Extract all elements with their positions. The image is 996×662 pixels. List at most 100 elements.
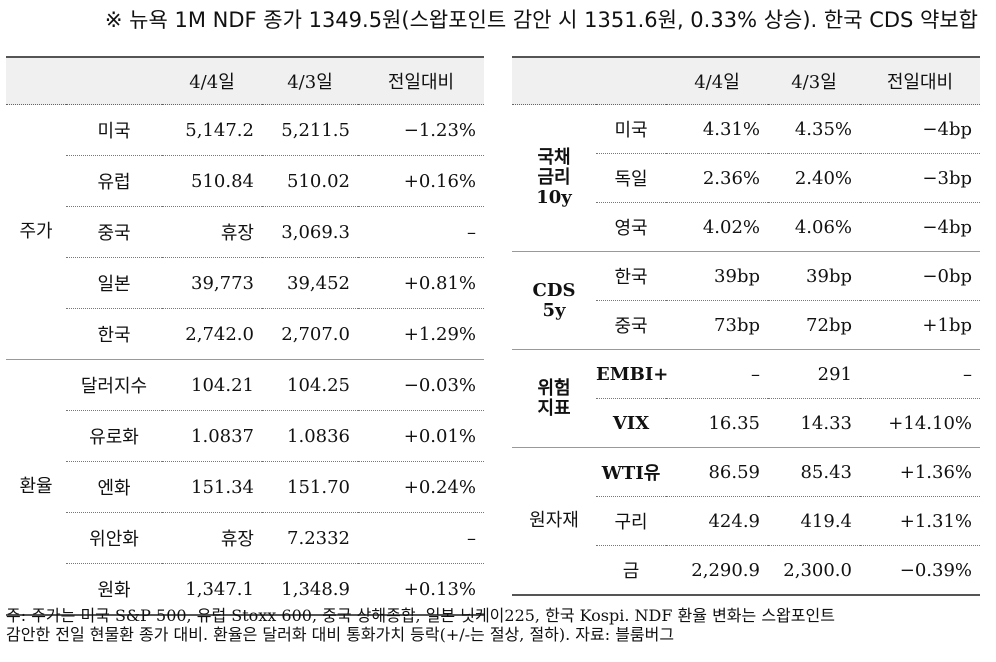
value-change: −4bp — [860, 202, 980, 252]
row-label: 영국 — [596, 202, 666, 252]
value-date2: 2.40% — [768, 153, 860, 203]
value-date2: 2,707.0 — [262, 308, 358, 360]
value-change: +14.10% — [860, 398, 980, 448]
value-change: +1.29% — [358, 308, 484, 360]
table-row: 금 2,290.9 2,300.0 −0.39% — [512, 545, 980, 596]
row-label: 중국 — [66, 206, 162, 258]
row-label: VIX — [596, 398, 666, 448]
table-row: 한국 2,742.0 2,707.0 +1.29% — [6, 308, 484, 360]
value-date1: 86.59 — [666, 447, 768, 497]
table-row: 독일 2.36% 2.40% −3bp — [512, 153, 980, 203]
row-label: 미국 — [66, 104, 162, 156]
value-date1: 4.31% — [666, 104, 768, 154]
value-date2: 7.2332 — [262, 512, 358, 564]
left-header-group — [6, 56, 66, 105]
table-row: 위안화 휴장 7.2332– — [6, 512, 484, 564]
right-header-row: 4/4일 4/3일 전일대비 — [512, 56, 980, 105]
table-row: 유로화 1.0837 1.0836 +0.01% — [6, 410, 484, 462]
value-date1: 39bp — [666, 251, 768, 301]
table-row: 엔화 151.34 151.70 +0.24% — [6, 461, 484, 513]
value-date1: 510.84 — [162, 155, 262, 207]
value-date2: 510.02 — [262, 155, 358, 207]
table-row: 주가 미국 5,147.2 5,211.5 −1.23% — [6, 104, 484, 360]
row-label: 유로화 — [66, 410, 162, 462]
value-date2: 151.70 — [262, 461, 358, 513]
value-date1: 2,290.9 — [666, 545, 768, 596]
value-change: – — [358, 512, 484, 564]
value-date1: 휴장 — [162, 512, 262, 564]
value-date1: 1.0837 — [162, 410, 262, 462]
table-row: 원자재 WTI유 86.59 85.43 +1.36% — [512, 447, 980, 596]
table-row: VIX 16.35 14.33 +14.10% — [512, 398, 980, 448]
value-change: +0.01% — [358, 410, 484, 462]
value-date2: 291 — [768, 349, 860, 399]
row-label: 중국 — [596, 300, 666, 350]
value-change: +1bp — [860, 300, 980, 350]
right-header-group — [512, 56, 596, 105]
value-date1: 151.34 — [162, 461, 262, 513]
value-date2: 2,300.0 — [768, 545, 860, 596]
value-change: −3bp — [860, 153, 980, 203]
value-change: +0.81% — [358, 257, 484, 309]
value-change: +0.13% — [358, 563, 484, 616]
row-label: 독일 — [596, 153, 666, 203]
left-header-row: 4/4일 4/3일 전일대비 — [6, 56, 484, 105]
value-date2: 1,348.9 — [262, 563, 358, 616]
footnote-line-1: 주: 주가는 미국 S&P 500, 유럽 Stoxx 600, 중국 상해종합… — [6, 606, 835, 625]
value-date1: 5,147.2 — [162, 104, 262, 156]
value-date1: – — [666, 349, 768, 399]
value-date2: 5,211.5 — [262, 104, 358, 156]
value-date1: 휴장 — [162, 206, 262, 258]
value-change: −0.39% — [860, 545, 980, 596]
value-date2: 14.33 — [768, 398, 860, 448]
group-label: 위험 지표 — [512, 349, 596, 448]
value-date1: 4.02% — [666, 202, 768, 252]
table-row: 환율 달러지수 104.21 104.25 −0.03% — [6, 359, 484, 616]
value-change: −1.23% — [358, 104, 484, 156]
row-label: 일본 — [66, 257, 162, 309]
value-date1: 73bp — [666, 300, 768, 350]
row-label: 달러지수 — [66, 359, 162, 411]
group-label: CDS 5y — [512, 251, 596, 350]
footnote: 주: 주가는 미국 S&P 500, 유럽 Stoxx 600, 중국 상해종합… — [6, 606, 976, 644]
right-header-label — [596, 56, 666, 105]
value-date2: 4.35% — [768, 104, 860, 154]
footnote-line-2: 감안한 전일 현물환 종가 대비. 환율은 달러화 대비 통화가치 등락(+/-… — [6, 625, 675, 644]
value-date2: 85.43 — [768, 447, 860, 497]
row-label: 구리 — [596, 496, 666, 546]
row-label: 엔화 — [66, 461, 162, 513]
value-date1: 424.9 — [666, 496, 768, 546]
row-label: 위안화 — [66, 512, 162, 564]
table-row: 중국 휴장 3,069.3– — [6, 206, 484, 258]
right-market-table: 4/4일 4/3일 전일대비 국채 금리 10y 미국 4.31% 4.35% −4bp… — [512, 56, 980, 596]
table-row: 구리 424.9 419.4 +1.31% — [512, 496, 980, 546]
table-row: 원화 1,347.1 1,348.9 +0.13% — [6, 563, 484, 616]
row-label: EMBI+ — [596, 349, 668, 399]
value-date2: 72bp — [768, 300, 860, 350]
left-header-date1: 4/4일 — [162, 56, 262, 105]
value-change: – — [860, 349, 980, 399]
right-header-change: 전일대비 — [860, 56, 980, 105]
left-header-date2: 4/3일 — [262, 56, 358, 105]
table-row: 위험 지표 EMBI+ –291– — [512, 349, 980, 448]
value-date2: 1.0836 — [262, 410, 358, 462]
left-market-table: 4/4일 4/3일 전일대비 주가 미국 5,147.2 5,211.5 −1.23% 유… — [6, 56, 484, 616]
left-header-change: 전일대비 — [358, 56, 484, 105]
value-change: +0.16% — [358, 155, 484, 207]
value-change: +0.24% — [358, 461, 484, 513]
row-label: 미국 — [596, 104, 666, 154]
table-row: 국채 금리 10y 미국 4.31% 4.35% −4bp — [512, 104, 980, 252]
value-date1: 16.35 — [666, 398, 768, 448]
value-date1: 1,347.1 — [162, 563, 262, 616]
row-label: 한국 — [66, 308, 162, 360]
row-label: 유럽 — [66, 155, 162, 207]
row-label: 원화 — [66, 563, 162, 616]
value-change: – — [358, 206, 484, 258]
group-label: 원자재 — [512, 447, 596, 596]
row-label: 금 — [596, 545, 666, 596]
value-date1: 2,742.0 — [162, 308, 262, 360]
value-date2: 3,069.3 — [262, 206, 358, 258]
value-date1: 104.21 — [162, 359, 262, 411]
right-header-date1: 4/4일 — [666, 56, 768, 105]
table-row: 중국 73bp 72bp +1bp — [512, 300, 980, 350]
